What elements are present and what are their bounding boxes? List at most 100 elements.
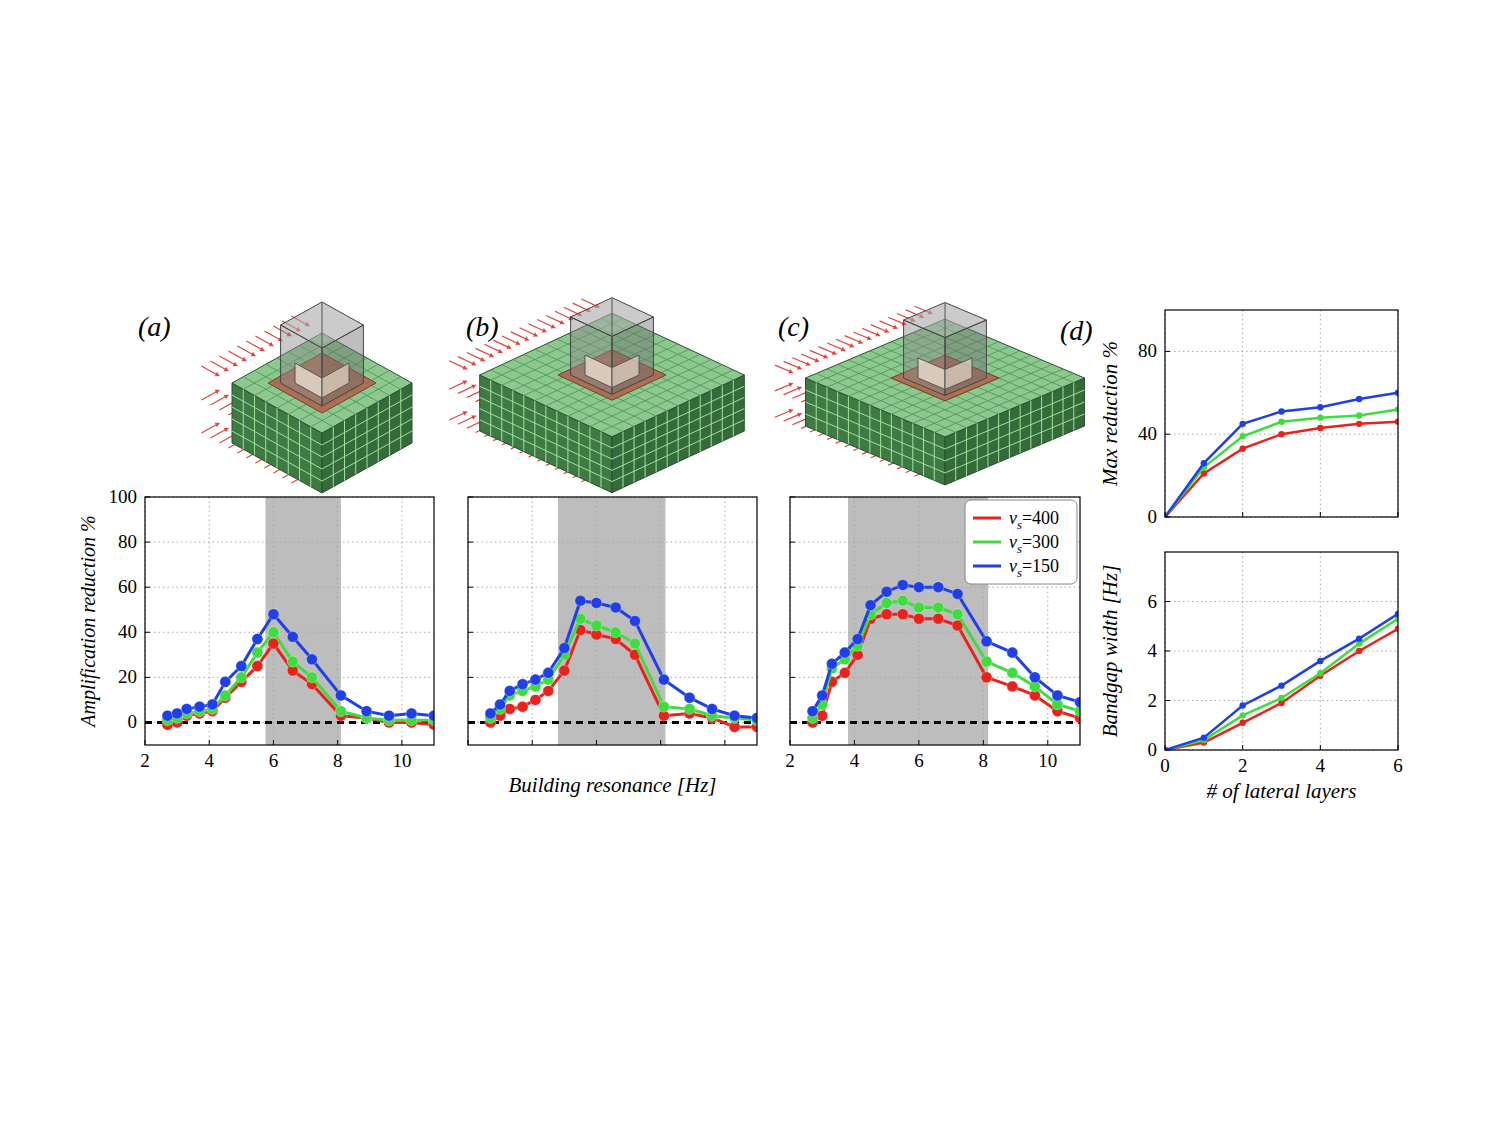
- wave-arrow-head: [260, 347, 265, 351]
- cell-line: [254, 396, 255, 456]
- x-tick-label: 6: [269, 750, 279, 771]
- series-line: [1165, 393, 1398, 517]
- x-axis-label: # of lateral layers: [1207, 779, 1357, 803]
- x-tick-label: 6: [1393, 755, 1403, 776]
- point: [981, 636, 992, 647]
- point: [707, 703, 718, 714]
- wave-arrow: [810, 350, 828, 358]
- cell-line: [612, 386, 744, 448]
- legend-swatch: [973, 565, 1001, 568]
- cell-line: [265, 402, 266, 462]
- wave-arrow: [511, 332, 529, 340]
- tick: [468, 632, 473, 633]
- series-line: [1165, 629, 1398, 750]
- cell-line: [722, 385, 723, 441]
- tick: [145, 542, 150, 543]
- wave-arrow: [264, 331, 282, 341]
- cell-line: [333, 427, 334, 487]
- grid-line: [1242, 310, 1243, 517]
- tick: [790, 677, 795, 678]
- legend-swatch: [973, 541, 1001, 544]
- point: [1239, 421, 1245, 427]
- cell-line: [490, 380, 491, 436]
- point: [1356, 635, 1362, 641]
- point: [517, 701, 528, 712]
- wave-arrow: [845, 336, 863, 344]
- building-floor: [918, 358, 945, 389]
- wave-arrow-head: [841, 347, 846, 352]
- wave-arrow: [210, 395, 228, 405]
- cell-line: [322, 419, 412, 469]
- y-axis-label: Max reduction %: [1098, 341, 1122, 487]
- tick: [1165, 700, 1170, 701]
- series-line: [490, 630, 757, 727]
- tick: [790, 587, 795, 588]
- tick: [1165, 434, 1170, 435]
- y-tick-label: 80: [118, 531, 137, 552]
- wave-arrow: [784, 413, 802, 421]
- wave-arrow-head: [823, 354, 828, 359]
- wave-arrow: [871, 325, 889, 333]
- wave-arrow: [476, 348, 494, 356]
- grid-line: [145, 542, 434, 543]
- wave-arrow: [237, 346, 255, 356]
- tick: [468, 677, 473, 678]
- point: [881, 586, 892, 597]
- series-line: [167, 614, 434, 715]
- grid-line: [145, 587, 434, 588]
- legend: vs=400vs=300vs=150: [965, 500, 1077, 584]
- grid-line: [468, 542, 757, 543]
- cell-line: [667, 411, 668, 467]
- tick: [983, 740, 984, 745]
- point: [1317, 670, 1323, 676]
- point: [913, 582, 924, 593]
- wave-arrow: [502, 336, 520, 344]
- point: [530, 674, 541, 685]
- y-tick-label: 0: [1148, 739, 1158, 760]
- point: [684, 703, 695, 714]
- wave-arrow-head: [797, 365, 802, 370]
- point: [952, 609, 963, 620]
- legend-text-part: =400: [1022, 508, 1059, 528]
- wave-arrow-head: [224, 428, 229, 432]
- tick: [1165, 651, 1170, 652]
- point: [1239, 433, 1245, 439]
- series-group: [1165, 390, 1398, 517]
- tick: [401, 740, 402, 745]
- point: [881, 597, 892, 608]
- point: [1356, 412, 1362, 418]
- cell-line: [612, 397, 744, 459]
- point: [543, 667, 554, 678]
- grid-line: [790, 632, 1080, 633]
- point: [384, 710, 395, 721]
- wave-arrow-head: [858, 339, 863, 344]
- point: [881, 609, 892, 620]
- point: [1356, 421, 1362, 427]
- point: [629, 616, 640, 627]
- tick: [1320, 512, 1321, 517]
- point: [658, 674, 669, 685]
- wave-arrow: [818, 347, 836, 355]
- panel: 246810(c)vs=400vs=300vs=150: [778, 311, 1086, 771]
- tick: [468, 542, 473, 543]
- wave-arrow-head: [462, 411, 467, 416]
- illustration: [201, 302, 412, 493]
- cell-line: [733, 380, 734, 436]
- point: [826, 658, 837, 669]
- figure: 246810020406080100Amplification reductio…: [0, 0, 1500, 1125]
- wave-arrow: [775, 410, 793, 418]
- x-tick-label: 4: [1316, 755, 1326, 776]
- wave-arrow: [484, 344, 502, 352]
- point: [1278, 431, 1284, 437]
- building-floor: [295, 363, 322, 398]
- y-tick-label: 80: [1138, 340, 1157, 361]
- wave-arrow-head: [471, 361, 476, 366]
- wave-arrow-head: [797, 413, 802, 418]
- legend-label: vs=400: [1009, 508, 1059, 532]
- wave-arrow-head: [471, 384, 476, 389]
- series-line: [813, 601, 1080, 718]
- cell-line: [480, 420, 612, 482]
- cell-line: [678, 406, 679, 462]
- x-tick-label: 10: [392, 750, 411, 771]
- point: [530, 694, 541, 705]
